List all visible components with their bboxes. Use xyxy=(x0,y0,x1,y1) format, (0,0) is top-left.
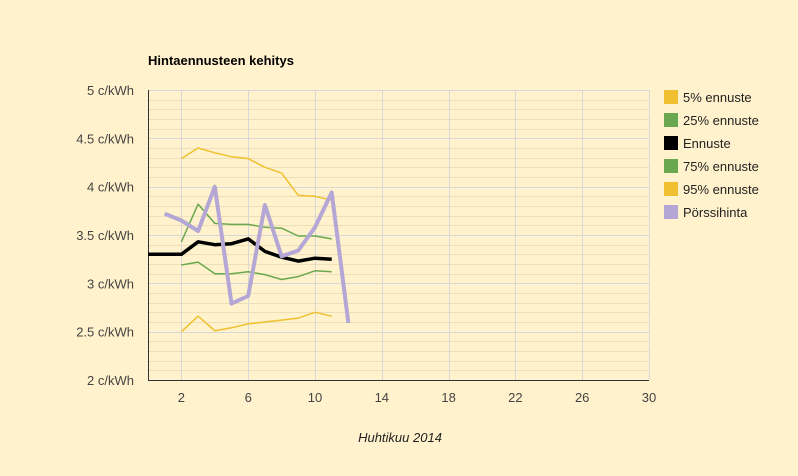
legend-swatch xyxy=(664,182,678,196)
legend: 5% ennuste 25% ennuste Ennuste 75% ennuste 9… xyxy=(664,90,759,220)
x-tick-label: 14 xyxy=(375,390,389,405)
series-line-ennuste xyxy=(148,237,332,263)
legend-label: 95% ennuste xyxy=(683,182,759,197)
series-line-5-ennuste xyxy=(180,147,332,201)
series-lines xyxy=(148,147,351,333)
legend-label: 75% ennuste xyxy=(683,159,759,174)
legend-label: 25% ennuste xyxy=(683,113,759,128)
legend-swatch xyxy=(664,205,678,219)
x-tick-label: 26 xyxy=(575,390,589,405)
y-tick-label: 2.5 c/kWh xyxy=(76,325,134,340)
legend-label: Ennuste xyxy=(683,136,731,151)
y-tick-label: 3.5 c/kWh xyxy=(76,228,134,243)
x-axis-label: Huhtikuu 2014 xyxy=(358,430,442,445)
x-tick-label: 6 xyxy=(245,390,252,405)
legend-swatch xyxy=(664,90,678,104)
legend-swatch xyxy=(664,159,678,173)
y-tick-label: 5 c/kWh xyxy=(87,83,134,98)
legend-swatch xyxy=(664,136,678,150)
series-line-pörssihinta xyxy=(163,184,351,324)
axes: 2 c/kWh 2.5 c/kWh 3 c/kWh 3.5 c/kWh 4 c/kWh 4… xyxy=(76,83,656,405)
y-tick-label: 4.5 c/kWh xyxy=(76,131,134,146)
x-tick-label: 22 xyxy=(508,390,522,405)
series-line-75-ennuste xyxy=(181,261,332,281)
y-tick-label: 3 c/kWh xyxy=(87,276,134,291)
y-tick-label: 2 c/kWh xyxy=(87,373,134,388)
x-tick-label: 10 xyxy=(308,390,322,405)
x-tick-label: 18 xyxy=(441,390,455,405)
x-tick-label: 30 xyxy=(642,390,656,405)
x-tick-label: 2 xyxy=(178,390,185,405)
legend-swatch xyxy=(664,113,678,127)
series-line-95-ennuste xyxy=(180,311,332,333)
chart-title: Hintaennusteen kehitys xyxy=(148,53,294,68)
legend-label: 5% ennuste xyxy=(683,90,752,105)
legend-label: Pörssihinta xyxy=(683,205,748,220)
y-tick-label: 4 c/kWh xyxy=(87,180,134,195)
